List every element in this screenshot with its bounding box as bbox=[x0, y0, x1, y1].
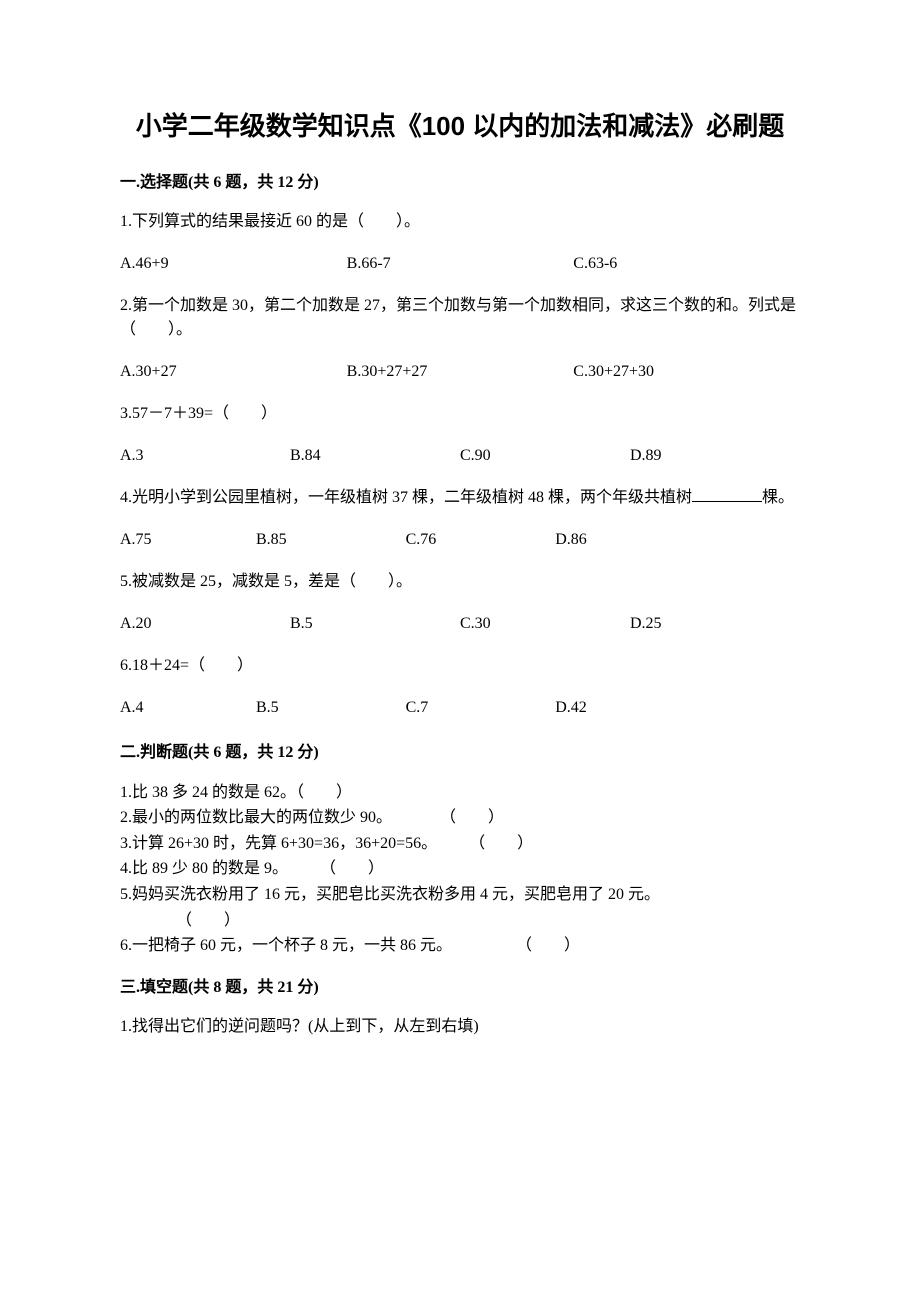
q6-opt-a: A.4 bbox=[120, 696, 256, 720]
tf-5a: 5.妈妈买洗衣粉用了 16 元，买肥皂比买洗衣粉多用 4 元，买肥皂用了 20 … bbox=[120, 882, 800, 908]
q4-options: A.75 B.85 C.76 D.86 bbox=[120, 528, 800, 552]
q6-opt-d: D.42 bbox=[555, 696, 705, 720]
q4-blank bbox=[692, 486, 762, 502]
q3-opt-a: A.3 bbox=[120, 444, 290, 468]
s3-q1: 1.找得出它们的逆问题吗？(从上到下，从左到右填) bbox=[120, 1015, 800, 1039]
tf-3: 3.计算 26+30 时，先算 6+30=36，36+20=56。 （ ） bbox=[120, 831, 800, 857]
q3-text: 3.57－7＋39=（ ） bbox=[120, 402, 800, 426]
q3-opt-d: D.89 bbox=[630, 444, 800, 468]
q2: 2.第一个加数是 30，第二个加数是 27，第三个加数与第一个加数相同，求这三个… bbox=[120, 294, 800, 384]
q5-text: 5.被减数是 25，减数是 5，差是（ ）。 bbox=[120, 570, 800, 594]
q2-opt-c: C.30+27+30 bbox=[573, 360, 800, 384]
s3-q1-text: 1.找得出它们的逆问题吗？(从上到下，从左到右填) bbox=[120, 1015, 800, 1039]
q4-text-pre: 4.光明小学到公园里植树，一年级植树 37 棵，二年级植树 48 棵，两个年级共… bbox=[120, 489, 692, 506]
q5: 5.被减数是 25，减数是 5，差是（ ）。 A.20 B.5 C.30 D.2… bbox=[120, 570, 800, 636]
q4-text: 4.光明小学到公园里植树，一年级植树 37 棵，二年级植树 48 棵，两个年级共… bbox=[120, 486, 800, 510]
q5-options: A.20 B.5 C.30 D.25 bbox=[120, 612, 800, 636]
q6: 6.18＋24=（ ） A.4 B.5 C.7 D.42 bbox=[120, 654, 800, 720]
q6-options: A.4 B.5 C.7 D.42 bbox=[120, 696, 800, 720]
tf-5b: （ ） bbox=[120, 908, 800, 934]
page-title: 小学二年级数学知识点《100 以内的加法和减法》必刷题 bbox=[120, 108, 800, 146]
q5-opt-b: B.5 bbox=[290, 612, 460, 636]
q3-opt-b: B.84 bbox=[290, 444, 460, 468]
section-2-header: 二.判断题(共 6 题，共 12 分) bbox=[120, 738, 800, 762]
q5-opt-c: C.30 bbox=[460, 612, 630, 636]
q3-options: A.3 B.84 C.90 D.89 bbox=[120, 444, 800, 468]
q2-text: 2.第一个加数是 30，第二个加数是 27，第三个加数与第一个加数相同，求这三个… bbox=[120, 294, 800, 342]
tf-4: 4.比 89 少 80 的数是 9。 （ ） bbox=[120, 856, 800, 882]
q3-opt-c: C.90 bbox=[460, 444, 630, 468]
q3: 3.57－7＋39=（ ） A.3 B.84 C.90 D.89 bbox=[120, 402, 800, 468]
section-1-header: 一.选择题(共 6 题，共 12 分) bbox=[120, 168, 800, 192]
q4-opt-d: D.86 bbox=[555, 528, 705, 552]
section-3-header: 三.填空题(共 8 题，共 21 分) bbox=[120, 973, 800, 997]
q5-opt-a: A.20 bbox=[120, 612, 290, 636]
tf-1: 1.比 38 多 24 的数是 62。（ ） bbox=[120, 780, 800, 806]
q4-text-post: 棵。 bbox=[762, 489, 794, 506]
q1-opt-c: C.63-6 bbox=[573, 252, 800, 276]
q4-opt-c: C.76 bbox=[406, 528, 556, 552]
q2-opt-a: A.30+27 bbox=[120, 360, 347, 384]
tf-2: 2.最小的两位数比最大的两位数少 90。 （ ） bbox=[120, 805, 800, 831]
q6-text: 6.18＋24=（ ） bbox=[120, 654, 800, 678]
q1-options: A.46+9 B.66-7 C.63-6 bbox=[120, 252, 800, 276]
tf-6: 6.一把椅子 60 元，一个杯子 8 元，一共 86 元。 （ ） bbox=[120, 933, 800, 959]
q1-text: 1.下列算式的结果最接近 60 的是（ ）。 bbox=[120, 210, 800, 234]
q2-options: A.30+27 B.30+27+27 C.30+27+30 bbox=[120, 360, 800, 384]
q6-opt-c: C.7 bbox=[406, 696, 556, 720]
q1-opt-b: B.66-7 bbox=[347, 252, 574, 276]
q4: 4.光明小学到公园里植树，一年级植树 37 棵，二年级植树 48 棵，两个年级共… bbox=[120, 486, 800, 552]
q5-opt-d: D.25 bbox=[630, 612, 800, 636]
q2-opt-b: B.30+27+27 bbox=[347, 360, 574, 384]
q4-opt-b: B.85 bbox=[256, 528, 406, 552]
q6-opt-b: B.5 bbox=[256, 696, 406, 720]
q4-opt-a: A.75 bbox=[120, 528, 256, 552]
q1: 1.下列算式的结果最接近 60 的是（ ）。 A.46+9 B.66-7 C.6… bbox=[120, 210, 800, 276]
q1-opt-a: A.46+9 bbox=[120, 252, 347, 276]
